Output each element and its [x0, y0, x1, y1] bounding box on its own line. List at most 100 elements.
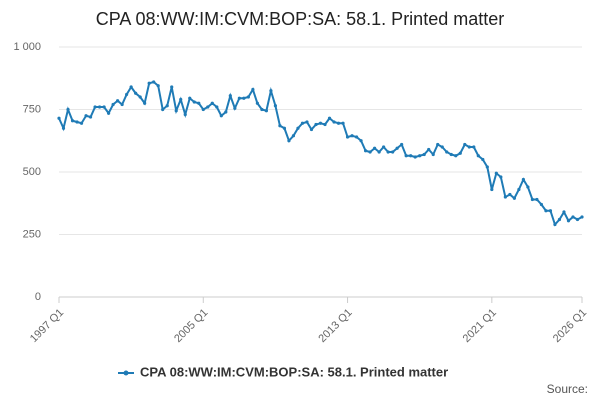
- x-tick-label: 2013 Q1: [316, 307, 354, 345]
- data-point: [273, 104, 278, 108]
- data-point: [188, 96, 192, 100]
- data-point: [553, 222, 557, 227]
- x-tick-label: 2005 Q1: [172, 307, 210, 345]
- data-point: [318, 121, 323, 125]
- data-point: [120, 102, 124, 107]
- data-point: [427, 147, 431, 152]
- data-point: [269, 89, 273, 93]
- data-point: [291, 134, 296, 138]
- data-point: [508, 192, 512, 197]
- data-point: [350, 134, 354, 138]
- data-point: [544, 209, 548, 213]
- chart-title: CPA 08:WW:IM:CVM:BOP:SA: 58.1. Printed m…: [96, 9, 504, 29]
- data-point: [296, 126, 300, 130]
- data-point: [512, 196, 516, 200]
- data-point: [458, 151, 462, 155]
- data-point: [454, 154, 458, 158]
- data-point: [391, 150, 395, 154]
- data-point: [161, 107, 165, 112]
- data-point: [255, 101, 259, 105]
- data-point: [409, 154, 413, 158]
- data-point: [246, 95, 250, 99]
- data-point: [228, 94, 232, 98]
- data-point: [490, 187, 494, 192]
- data-point: [400, 142, 404, 147]
- data-point: [476, 154, 480, 158]
- data-point: [111, 102, 115, 107]
- data-point: [445, 150, 449, 154]
- data-point: [404, 154, 408, 158]
- data-point: [557, 217, 562, 222]
- data-point: [102, 105, 106, 109]
- data-point: [418, 154, 422, 158]
- data-point: [300, 121, 305, 125]
- data-point: [116, 99, 120, 103]
- y-tick-label: 1 000: [13, 41, 41, 53]
- data-point: [485, 165, 489, 169]
- data-point: [363, 149, 368, 153]
- data-point: [494, 171, 498, 175]
- data-point: [147, 81, 151, 85]
- data-point: [183, 112, 187, 117]
- data-point: [575, 217, 580, 222]
- data-point: [278, 124, 282, 128]
- data-point: [88, 115, 93, 119]
- x-tick-label: 1997 Q1: [28, 307, 66, 345]
- data-point: [138, 95, 142, 99]
- data-point: [467, 145, 471, 149]
- data-point: [215, 105, 219, 109]
- data-point: [192, 100, 196, 104]
- data-point: [332, 120, 336, 124]
- data-point: [571, 215, 575, 219]
- y-tick-label: 250: [23, 228, 41, 240]
- data-point: [345, 135, 350, 139]
- data-point: [106, 111, 111, 115]
- data-point: [548, 209, 553, 213]
- data-point: [354, 135, 359, 139]
- data-point: [440, 145, 444, 149]
- data-point: [566, 219, 571, 223]
- data-point: [237, 96, 241, 100]
- data-point: [382, 145, 386, 149]
- data-point: [377, 150, 381, 154]
- data-point: [499, 175, 503, 179]
- data-point: [260, 107, 264, 112]
- data-point: [143, 101, 147, 105]
- data-point: [395, 146, 399, 150]
- data-point: [305, 120, 309, 124]
- data-point: [327, 116, 332, 120]
- data-point: [526, 185, 530, 189]
- data-point: [413, 155, 417, 159]
- data-point: [449, 152, 453, 157]
- legend-marker: [123, 370, 129, 376]
- data-point: [206, 105, 210, 109]
- data-point: [436, 142, 440, 147]
- y-tick-label: 750: [23, 103, 41, 115]
- source: Source:: [547, 382, 588, 396]
- data-point: [70, 119, 75, 123]
- data-point: [562, 210, 566, 214]
- data-point: [84, 114, 88, 118]
- data-point: [323, 122, 327, 127]
- data-point: [57, 116, 61, 120]
- data-point: [129, 85, 133, 89]
- data-point: [472, 145, 476, 149]
- data-point: [431, 152, 435, 157]
- data-point: [309, 127, 314, 132]
- data-point: [125, 92, 129, 97]
- data-point: [61, 126, 66, 130]
- data-point: [210, 101, 214, 105]
- data-point: [422, 152, 426, 157]
- data-point: [539, 202, 544, 207]
- y-tick-label: 500: [23, 166, 41, 178]
- y-tick-label: 0: [35, 291, 41, 303]
- data-point: [75, 120, 79, 124]
- x-tick-label: 2021 Q1: [461, 307, 499, 345]
- data-point: [264, 109, 268, 113]
- data-point: [341, 121, 345, 125]
- data-point: [359, 139, 363, 143]
- data-point: [174, 109, 178, 113]
- data-point: [97, 105, 102, 109]
- data-point: [521, 177, 525, 182]
